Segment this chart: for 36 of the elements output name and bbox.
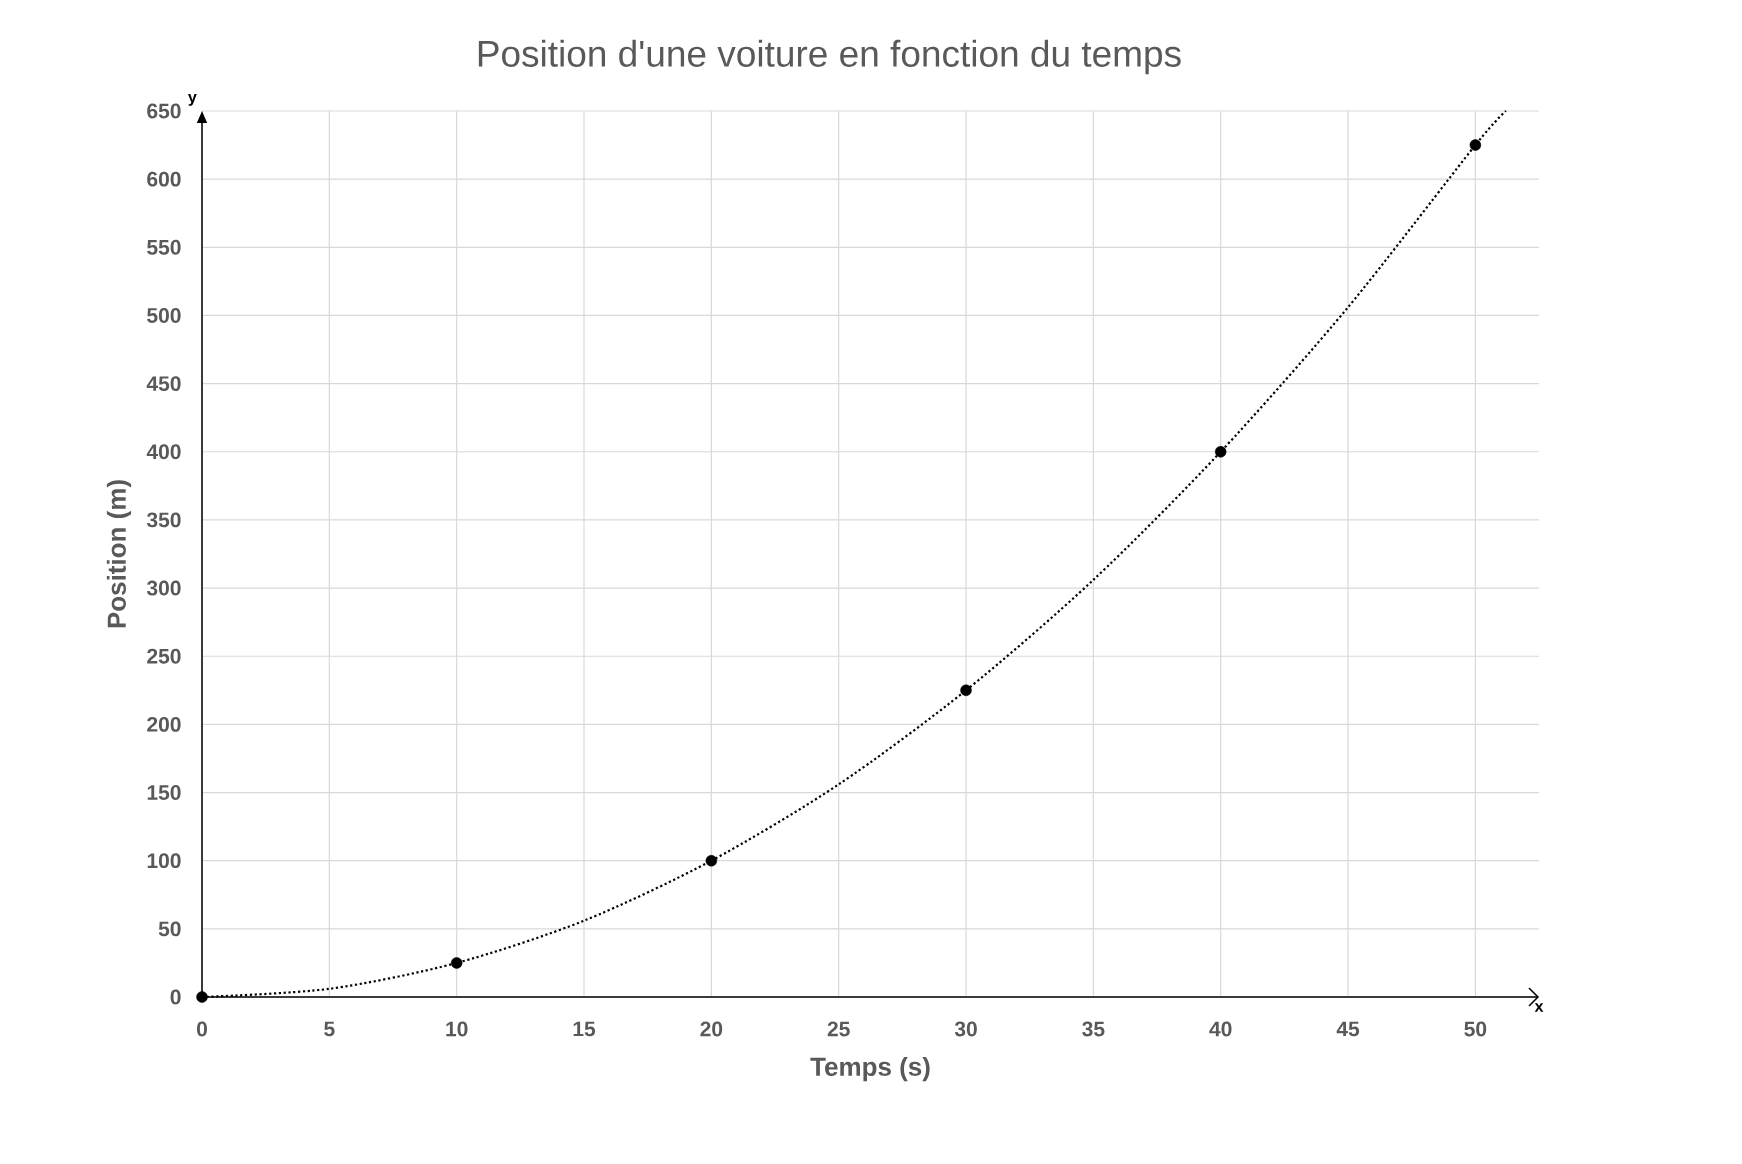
x-tick-label: 5: [324, 1021, 335, 1037]
point: [450, 957, 463, 969]
text: x: [1534, 1003, 1544, 1012]
y-tick-label: 400: [146, 444, 181, 460]
x-tick-label: 40: [1209, 1021, 1232, 1037]
y-tick-label: 300: [146, 580, 181, 596]
x-tick-label: 20: [700, 1021, 723, 1037]
x-tick-label: 10: [446, 1021, 468, 1037]
chart-title: Position d'une voiture en fonction du temps: [478, 39, 1181, 75]
y-tick-label: 200: [147, 716, 181, 732]
point: [196, 991, 208, 1003]
y-tick-label: 150: [147, 785, 181, 800]
point: [1214, 446, 1227, 458]
y-tick-label: 550: [147, 239, 181, 255]
y-tick-label: 450: [146, 376, 181, 392]
point: [705, 854, 718, 867]
text: y: [188, 94, 197, 106]
point: [1469, 139, 1482, 151]
y-tick-label: 350: [146, 512, 181, 528]
x-axis-title: Temps (s): [810, 1056, 930, 1082]
x-tick-label: 50: [1464, 1021, 1487, 1037]
x-tick-label: 30: [954, 1021, 977, 1037]
y-tick-label: 100: [147, 853, 181, 869]
y-tick-label: 650: [147, 103, 181, 119]
x-tick-label: 15: [573, 1021, 596, 1037]
y-tick-label: 50: [158, 921, 181, 937]
x-tick-label: 45: [1336, 1021, 1360, 1037]
x-tick-label: 35: [1082, 1021, 1105, 1037]
x-tick-label: 0: [196, 1021, 207, 1037]
y-tick-label: 0: [170, 989, 181, 1005]
x-tick-label: 25: [827, 1021, 850, 1037]
y-axis-title: Position (m): [106, 480, 132, 628]
y-tick-label: 250: [147, 648, 181, 664]
point: [960, 684, 972, 696]
y-tick-label: 600: [147, 171, 181, 187]
y-tick-label: 500: [147, 308, 181, 323]
